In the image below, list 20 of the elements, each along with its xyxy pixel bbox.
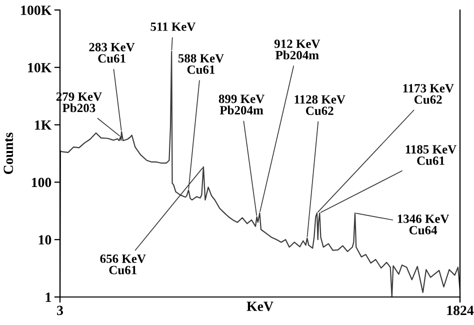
annotation: 1173 KeV Cu62 bbox=[403, 84, 454, 104]
y-tick-label: 10 bbox=[38, 235, 52, 245]
annotation: 1128 KeV Cu62 bbox=[294, 95, 346, 116]
y-tick-label: 10K bbox=[28, 62, 52, 72]
annotation: 511 KeV bbox=[150, 22, 196, 31]
y-tick-label: 1K bbox=[35, 120, 52, 130]
annotation: 912 KeV Pb204m bbox=[274, 40, 320, 60]
y-axis-title: Counts bbox=[4, 132, 14, 174]
x-axis-title: KeV bbox=[246, 302, 274, 312]
annotation: 899 KeV Pb204m bbox=[218, 94, 264, 114]
x-tick-label: 1824 bbox=[447, 306, 474, 316]
annotation: 1346 KeV Cu64 bbox=[398, 214, 450, 234]
x-tick-label: 3 bbox=[57, 306, 63, 316]
annotation: 283 KeV Cu61 bbox=[89, 42, 135, 63]
y-tick-label: 100K bbox=[21, 6, 52, 15]
y-tick-label: 1 bbox=[46, 292, 51, 302]
y-tick-label: 100 bbox=[32, 178, 52, 188]
annotation: 1185 KeV Cu61 bbox=[406, 145, 456, 165]
annotation: 588 KeV Cu61 bbox=[178, 54, 224, 74]
annotation: 656 KeV Cu61 bbox=[100, 254, 146, 274]
